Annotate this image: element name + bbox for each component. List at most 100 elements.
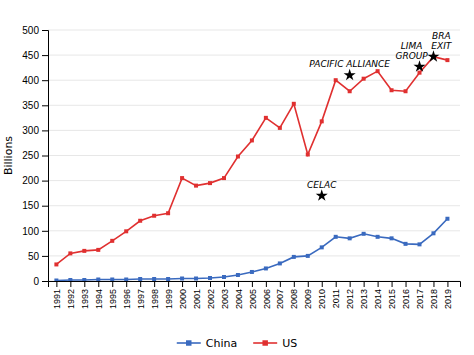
point — [124, 229, 128, 233]
y-tick-label: 250 — [22, 150, 39, 161]
point — [166, 277, 170, 281]
point — [362, 232, 366, 236]
grid-line — [48, 205, 460, 206]
x-tick-mark — [210, 281, 211, 287]
point — [110, 239, 114, 243]
point — [68, 251, 72, 255]
x-tick: 2011 — [331, 281, 341, 308]
y-tick-mark — [42, 156, 48, 157]
point — [348, 89, 352, 93]
x-tick-mark — [238, 281, 239, 287]
x-tick-mark — [322, 281, 323, 287]
x-tick: 2004 — [234, 281, 244, 309]
point — [152, 277, 156, 281]
point — [445, 217, 449, 221]
point — [320, 119, 324, 123]
plot-area — [54, 50, 449, 281]
y-tick-mark — [42, 130, 48, 131]
point — [180, 276, 184, 280]
x-tick-label: 1998 — [150, 289, 160, 309]
x-tick-mark — [154, 281, 155, 287]
y-tick-mark — [42, 181, 48, 182]
annotations: CELACPACIFIC ALLIANCELIMAGROUPBRAEXIT — [307, 31, 453, 190]
point — [68, 278, 72, 281]
point — [278, 126, 282, 130]
x-tick: 1994 — [94, 281, 104, 309]
x-tick-label: 2011 — [331, 289, 341, 308]
x-tick-label: 2002 — [206, 289, 216, 309]
y-tick-label: 150 — [22, 200, 39, 211]
point — [362, 77, 366, 81]
y-tick-mark — [42, 206, 48, 207]
point — [222, 275, 226, 279]
annotation-star — [427, 50, 439, 61]
x-tick-mark — [168, 281, 169, 287]
x-tick-mark — [266, 281, 267, 287]
x-tick: 2010 — [317, 281, 327, 309]
y-tick-mark — [42, 30, 48, 31]
point — [82, 249, 86, 253]
x-tick: 1993 — [80, 281, 90, 309]
x-tick: 1999 — [164, 281, 174, 309]
point — [54, 262, 58, 266]
x-tick: 1995 — [108, 281, 118, 309]
x-tick-label: 1996 — [122, 289, 132, 309]
annotation: BRAEXIT — [431, 31, 453, 51]
point — [264, 116, 268, 120]
series-line — [56, 219, 447, 281]
point — [334, 78, 338, 82]
x-axis: 1991 1992 1993 1994 1995 1996 1997 1998 1999 2000… — [49, 281, 461, 309]
x-tick-mark — [294, 281, 295, 287]
x-tick-mark — [392, 281, 393, 287]
series-line — [56, 57, 447, 265]
x-tick: 2000 — [178, 281, 188, 309]
x-tick: 1998 — [150, 281, 160, 309]
x-tick: 1991 — [52, 281, 62, 309]
y-tick-label: 100 — [22, 226, 39, 237]
y-tick: 50 — [28, 251, 48, 262]
x-tick-label: 1992 — [66, 289, 76, 309]
grid-line — [48, 230, 460, 231]
x-tick-label: 2017 — [415, 289, 425, 309]
x-tick-label: 2001 — [192, 289, 202, 309]
y-tick: 450 — [22, 50, 48, 61]
x-tick-mark — [70, 281, 71, 287]
x-tick-mark — [126, 281, 127, 287]
x-tick: 2015 — [387, 281, 397, 309]
x-tick: 2001 — [192, 281, 202, 309]
x-tick: 1997 — [136, 281, 146, 309]
x-tick-label: 2019 — [443, 289, 453, 309]
x-tick-mark — [56, 281, 57, 287]
grid-line — [48, 155, 460, 156]
x-tick-label: 2006 — [262, 289, 272, 309]
y-tick-label: 50 — [28, 251, 40, 262]
x-tick-label: 1994 — [94, 289, 104, 309]
point — [292, 255, 296, 259]
annotation-markers — [316, 50, 440, 201]
series-markers — [54, 217, 449, 281]
x-tick-label: 2015 — [387, 289, 397, 309]
x-tick: 2003 — [220, 281, 230, 309]
y-tick: 350 — [22, 100, 48, 111]
point — [292, 102, 296, 106]
x-tick-mark — [196, 281, 197, 287]
x-tick-label: 1999 — [164, 289, 174, 309]
legend-marker — [186, 340, 191, 345]
y-tick-mark — [42, 281, 48, 282]
grid — [48, 30, 460, 281]
point — [96, 277, 100, 281]
point — [180, 176, 184, 180]
grid-line — [48, 80, 460, 81]
y-tick: 500 — [22, 25, 48, 36]
x-tick-mark — [182, 281, 183, 287]
y-axis-line — [42, 31, 49, 282]
x-tick: 2013 — [359, 281, 369, 309]
point — [348, 236, 352, 240]
point — [194, 276, 198, 280]
y-tick-label: 200 — [22, 175, 39, 186]
y-tick-mark — [42, 105, 48, 106]
point — [96, 248, 100, 252]
grid-line — [48, 130, 460, 131]
x-tick-label: 2018 — [429, 289, 439, 309]
grid-line — [48, 180, 460, 181]
